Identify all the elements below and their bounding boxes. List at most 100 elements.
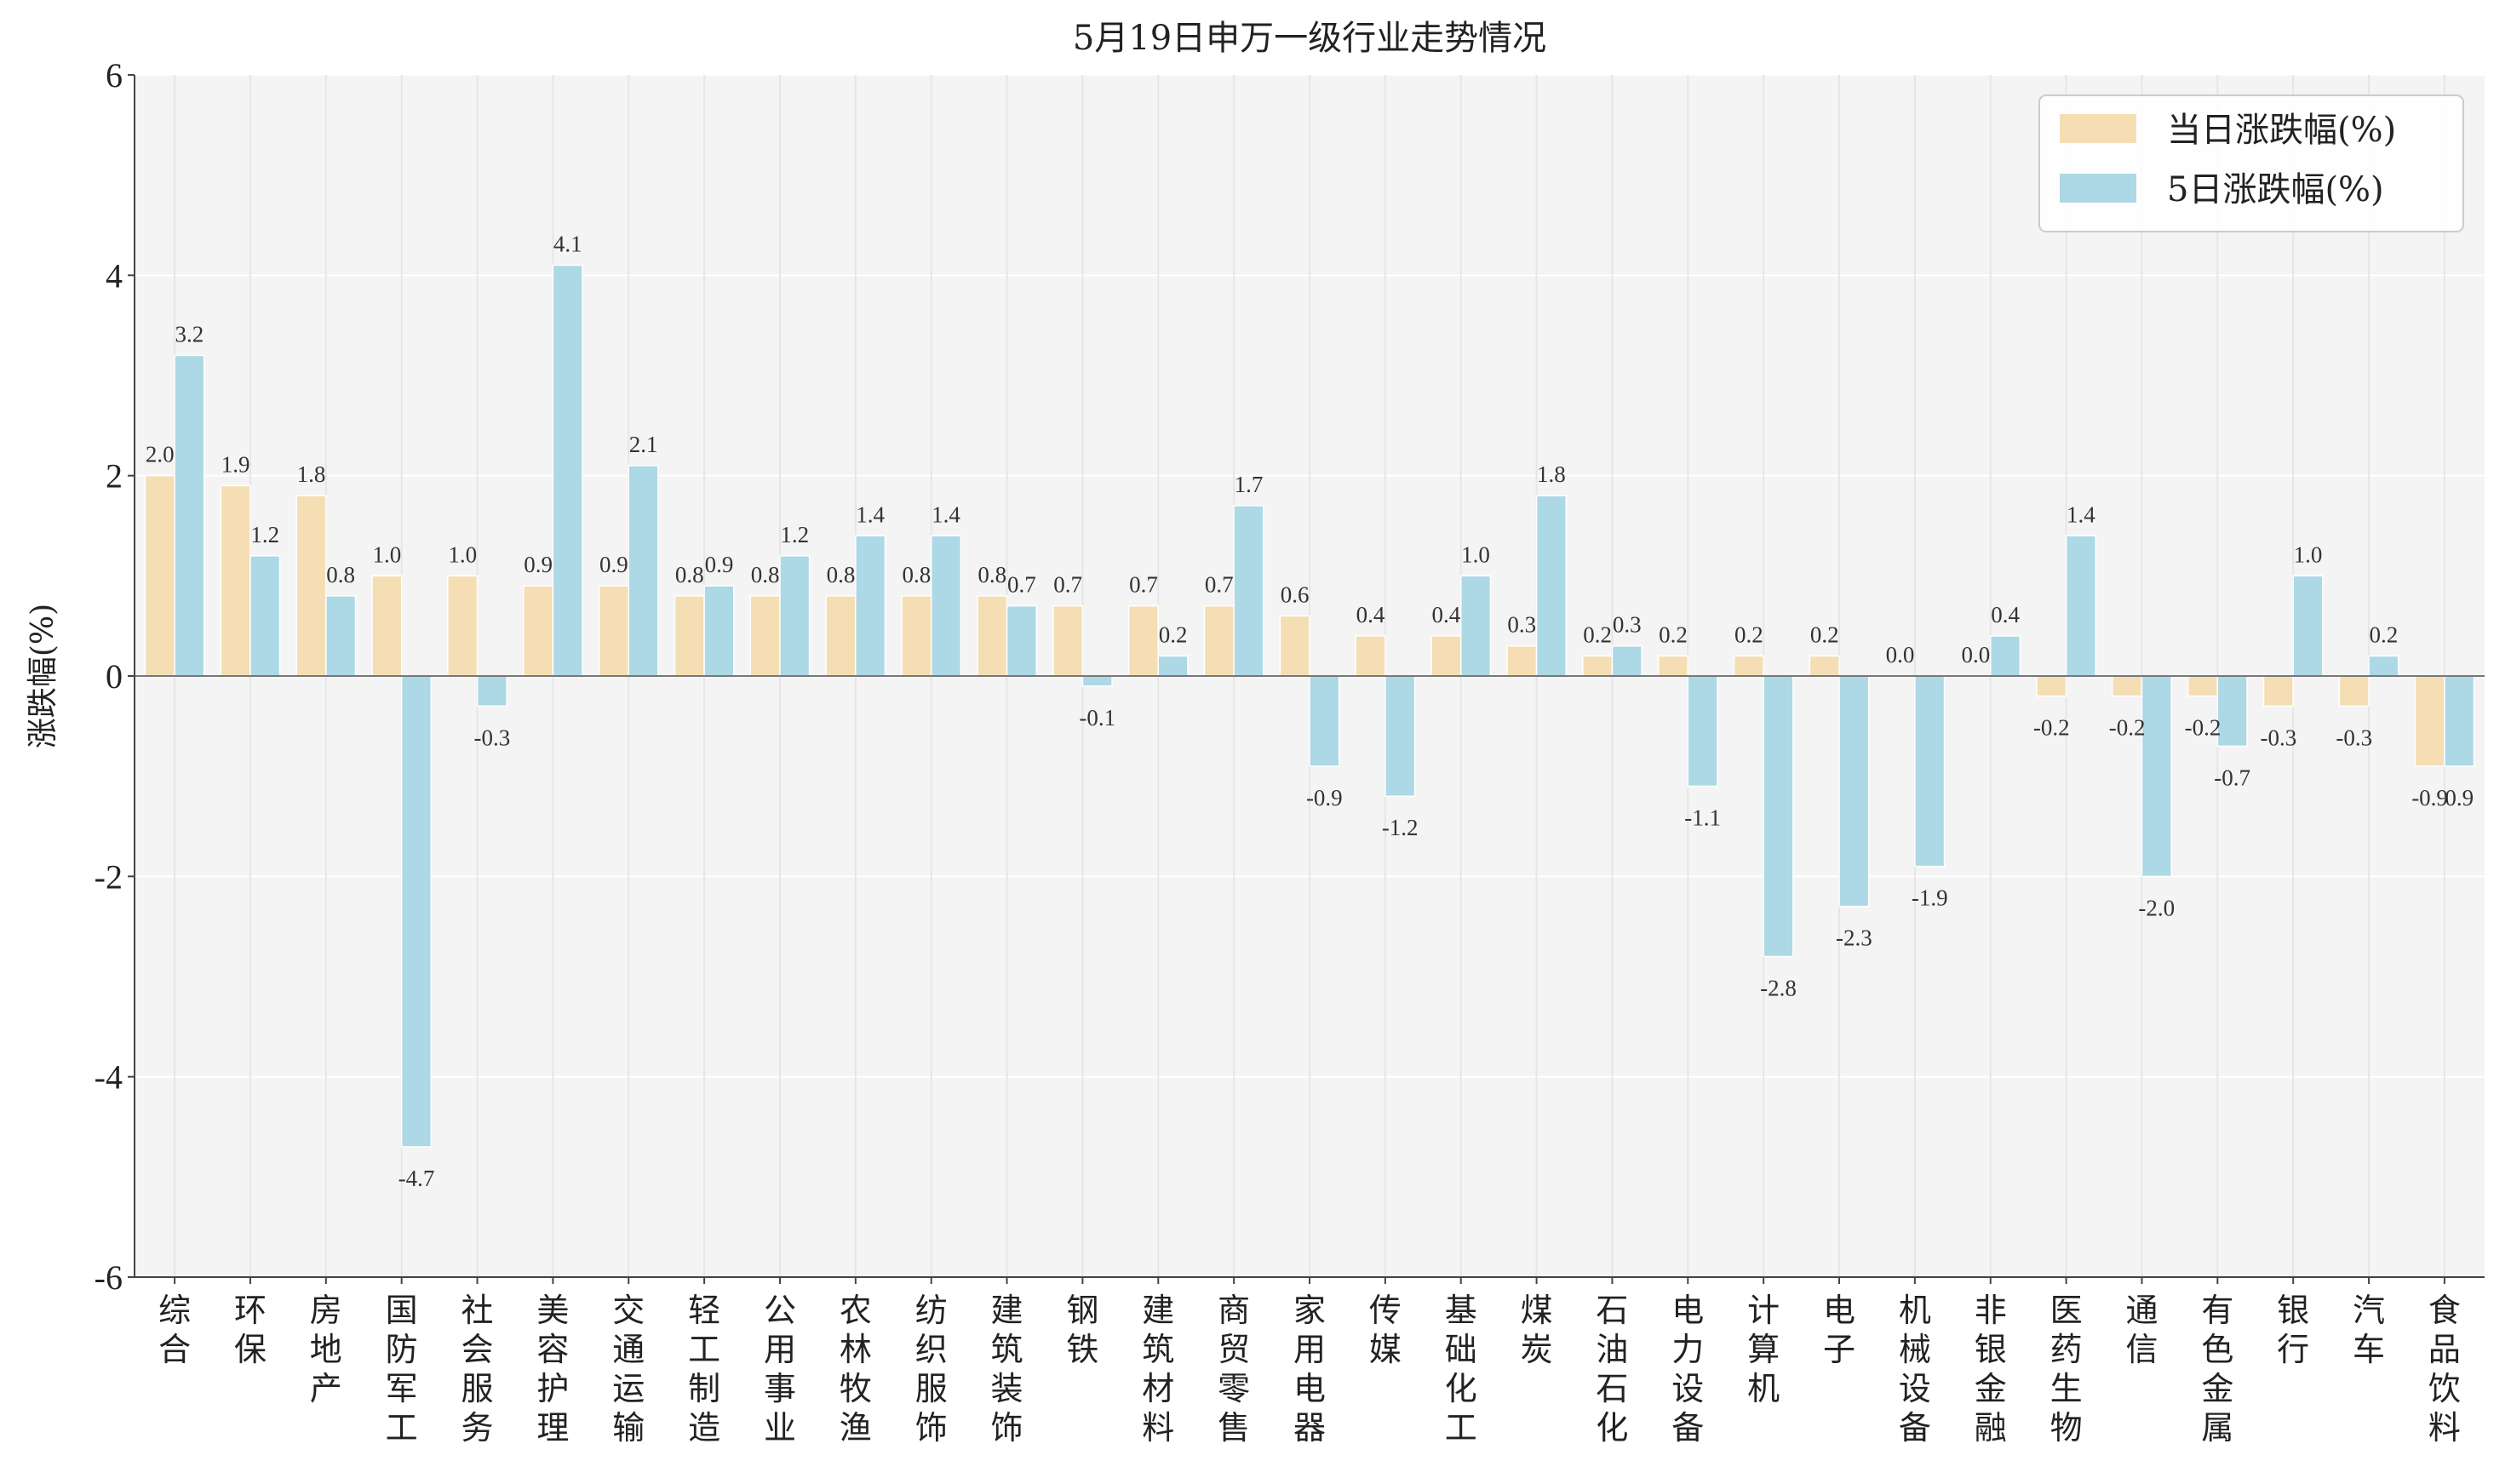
- data-label-daily: 0.7: [1053, 572, 1082, 598]
- bar-daily: [2112, 675, 2143, 697]
- bar-5day: [174, 354, 205, 677]
- data-label-5day: 1.4: [932, 501, 960, 527]
- data-label-5day: 1.0: [1461, 541, 1490, 567]
- bar-daily: [522, 585, 554, 677]
- data-label-daily: 0.2: [1659, 622, 1688, 647]
- data-label-5day: 0.2: [1159, 622, 1188, 647]
- data-label-5day: -0.7: [2214, 765, 2250, 790]
- x-tick-label: 医药生物: [2050, 1292, 2083, 1447]
- x-tick-label: 汽车: [2353, 1292, 2385, 1368]
- data-label-daily: 0.0: [1962, 642, 1991, 668]
- legend-swatch-daily: [2060, 114, 2136, 143]
- bar-5day: [628, 465, 659, 677]
- bar-daily: [1506, 645, 1538, 677]
- bar-daily: [598, 585, 630, 677]
- x-tick-label: 社会服务: [461, 1292, 494, 1447]
- bar-daily: [2262, 675, 2294, 708]
- bar-5day: [1309, 675, 1340, 767]
- data-label-daily: -0.2: [2109, 715, 2146, 741]
- data-label-5day: -0.3: [473, 725, 510, 750]
- bar-daily: [1052, 604, 1084, 677]
- data-label-daily: -0.3: [2260, 725, 2296, 750]
- bar-daily: [1355, 635, 1386, 677]
- x-tick-label: 食品饮料: [2428, 1292, 2461, 1447]
- x-tick-label: 通信: [2125, 1292, 2158, 1368]
- data-label-daily: -0.2: [2185, 715, 2221, 741]
- data-label-daily: 0.7: [1129, 572, 1158, 598]
- y-tick-label: -6: [95, 1258, 123, 1297]
- bar-5day: [1233, 505, 1264, 677]
- data-label-5day: 0.3: [1613, 612, 1642, 638]
- data-label-daily: 1.0: [372, 541, 401, 567]
- bar-5day: [400, 675, 433, 1148]
- y-tick-label: 4: [106, 256, 123, 295]
- x-tick-label: 电子: [1823, 1292, 1855, 1368]
- data-label-5day: 1.0: [2294, 541, 2323, 567]
- legend: 当日涨跌幅(%) 5日涨跌幅(%): [2038, 95, 2464, 232]
- bar-daily: [2187, 675, 2219, 697]
- y-tick-label: -4: [95, 1058, 123, 1097]
- x-tick-label: 家用电器: [1293, 1292, 1326, 1447]
- data-label-daily: 0.9: [524, 552, 553, 577]
- bar-daily: [1809, 655, 1840, 677]
- x-tick-label: 钢铁: [1066, 1292, 1098, 1368]
- data-label-5day: 1.7: [1235, 472, 1264, 497]
- x-tick-label: 建筑材料: [1142, 1292, 1174, 1447]
- legend-swatch-5day: [2060, 174, 2136, 203]
- x-tick-label: 轻工制造: [688, 1292, 720, 1447]
- data-label-5day: -4.7: [398, 1166, 435, 1191]
- data-label-5day: -0.9: [1306, 785, 1343, 811]
- data-label-5day: -2.0: [2138, 895, 2175, 920]
- legend-box: [2038, 95, 2464, 232]
- bar-5day: [1535, 495, 1567, 677]
- data-label-5day: 0.8: [326, 562, 355, 587]
- bar-5day: [325, 595, 357, 677]
- bar-daily: [2036, 675, 2067, 697]
- x-tick-label: 美容护理: [536, 1292, 569, 1447]
- data-labels: 2.0 1.9 1.81.0 1.0 0.9 0.9 0.8 0.8 0.8 0.8 0.8 0.7 0…: [146, 232, 2474, 1191]
- data-label-daily: 0.4: [1356, 602, 1385, 627]
- data-label-5day: 1.8: [1537, 461, 1566, 487]
- bar-5day: [1459, 575, 1492, 677]
- data-label-daily: 0.4: [1432, 602, 1461, 627]
- data-label-daily: 0.2: [1734, 622, 1763, 647]
- x-tick-label: 基础化工: [1445, 1292, 1477, 1447]
- data-label-5day: 1.4: [2067, 501, 2095, 527]
- bar-daily: [2338, 675, 2370, 708]
- legend-label-daily: 当日涨跌幅(%): [2167, 111, 2396, 150]
- bar-5day: [2444, 675, 2475, 767]
- bar-5day: [1687, 675, 1718, 788]
- y-tick-label: 0: [106, 657, 123, 696]
- x-tick-label: 机械设备: [1899, 1292, 1931, 1447]
- bar-5day: [476, 675, 507, 708]
- bar-daily: [1203, 604, 1235, 677]
- data-label-daily: 1.8: [297, 461, 326, 487]
- x-tick-label: 石油石化: [1596, 1292, 1628, 1447]
- data-label-daily: 0.8: [751, 562, 780, 587]
- data-label-daily: 0.3: [1507, 612, 1536, 638]
- data-label-5day: -1.9: [1912, 885, 1948, 911]
- data-label-daily: 0.2: [1583, 622, 1612, 647]
- bar-5day: [703, 585, 735, 677]
- data-label-5day: -2.8: [1760, 975, 1797, 1000]
- data-label-5day: 3.2: [175, 321, 204, 347]
- bar-daily: [749, 595, 781, 677]
- x-tick-label: 公用事业: [764, 1292, 796, 1447]
- x-tick-label: 农林牧渔: [840, 1292, 872, 1447]
- x-tick-label: 建筑装饰: [991, 1292, 1023, 1447]
- bar-daily: [220, 484, 251, 677]
- data-label-daily: 0.0: [1886, 642, 1915, 668]
- bar-daily: [825, 595, 857, 677]
- x-tick-label: 传媒: [1369, 1292, 1402, 1368]
- data-label-5day: -1.1: [1684, 805, 1721, 830]
- bar-5day: [1081, 675, 1113, 687]
- bar-daily: [371, 575, 403, 677]
- data-label-5day: 1.4: [856, 501, 885, 527]
- bar-5day: [1384, 675, 1416, 797]
- bar-daily: [2414, 675, 2445, 767]
- bar-5day: [779, 555, 811, 677]
- x-tick-label: 煤炭: [1521, 1292, 1553, 1368]
- bar-5day: [1989, 635, 2021, 677]
- bar-5day: [1763, 675, 1794, 958]
